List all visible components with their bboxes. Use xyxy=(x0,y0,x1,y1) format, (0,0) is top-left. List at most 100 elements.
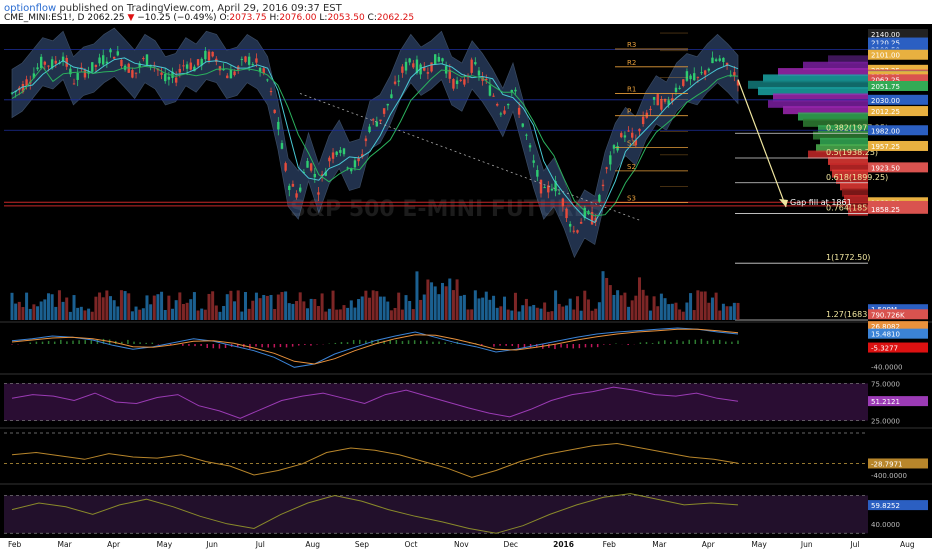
volume-bar xyxy=(389,310,393,320)
volume-bar xyxy=(87,308,91,320)
pivot-label: S3 xyxy=(627,195,636,203)
volume-bar xyxy=(678,309,682,320)
volume-bar xyxy=(404,295,408,320)
candle-body xyxy=(419,64,422,75)
author-link[interactable]: optionflow xyxy=(4,3,57,14)
volume-bar xyxy=(61,301,65,320)
volume-bar xyxy=(579,310,583,320)
volume-bar xyxy=(692,310,696,320)
volume-bar xyxy=(696,290,700,320)
candle-body xyxy=(561,198,565,207)
candle-body xyxy=(375,121,379,127)
volume-bar xyxy=(76,307,80,320)
volume-bar xyxy=(123,291,127,320)
volume-bar xyxy=(346,307,350,320)
volume-bar xyxy=(236,290,240,320)
volume-profile-bar xyxy=(840,182,868,191)
price-tag xyxy=(868,140,928,151)
candle-body xyxy=(605,167,608,169)
candle-body xyxy=(39,56,43,69)
candle-body xyxy=(112,56,116,59)
volume-bar xyxy=(327,308,331,320)
projection-arrow xyxy=(737,79,787,208)
price-tag xyxy=(868,37,928,48)
volume-bar xyxy=(229,290,233,320)
pivot-label: S1 xyxy=(627,139,636,147)
volume-profile-bar xyxy=(818,125,868,134)
volume-bar xyxy=(119,290,123,320)
volume-bar xyxy=(360,296,364,320)
volume-bar xyxy=(572,309,576,320)
volume-bar xyxy=(65,297,69,320)
candle-body xyxy=(627,130,630,132)
volume-profile-bar xyxy=(830,163,868,172)
price-tag-label: 1982.00 xyxy=(871,127,900,135)
candle-body xyxy=(441,58,444,62)
volume-bar xyxy=(233,301,237,320)
moving-average-slow xyxy=(11,65,739,217)
candle-body xyxy=(142,57,145,60)
volume-bar xyxy=(557,303,561,320)
macd-axis-label: -40.0000 xyxy=(871,363,902,371)
volume-bar xyxy=(736,302,740,320)
candle-body xyxy=(678,87,681,89)
price-tag xyxy=(868,309,928,320)
candle-body xyxy=(488,85,492,96)
candle-body xyxy=(102,55,105,65)
volume-bar xyxy=(513,292,517,320)
volume-bar xyxy=(46,293,50,320)
candle-body xyxy=(299,187,302,192)
chart-area[interactable]: S&P 500 E-MINI FUTURES R3 R2 R1 P S1 S2 S3 0.382… xyxy=(0,24,932,550)
time-axis-label: Feb xyxy=(603,540,617,549)
quote-line: CME_MINI:ES1!, D 2062.25 ▼ −10.25 (−0.49… xyxy=(4,13,414,23)
volume-bar xyxy=(495,307,499,320)
volume-bar xyxy=(637,277,641,320)
volume-profile-bar xyxy=(778,68,868,77)
candle-body xyxy=(444,66,448,74)
osc2-tag xyxy=(868,500,928,511)
volume-bar xyxy=(349,300,353,320)
volume-bar xyxy=(437,294,441,320)
candle-body xyxy=(601,184,605,187)
volume-bar xyxy=(568,298,572,320)
candle-body xyxy=(80,67,83,69)
candle-body xyxy=(408,58,411,63)
volume-bar xyxy=(397,292,401,320)
volume-bar xyxy=(488,299,492,320)
candle-body xyxy=(266,79,269,81)
candle-body xyxy=(703,70,707,75)
volume-bar xyxy=(149,304,153,320)
volume-bar xyxy=(470,309,474,320)
candle-body xyxy=(401,66,404,73)
volume-bar xyxy=(218,311,222,320)
candle-body xyxy=(481,77,484,81)
volume-bar xyxy=(156,294,160,320)
volume-bar xyxy=(36,306,40,320)
volume-bar xyxy=(335,309,339,320)
candle-body xyxy=(736,80,740,86)
volume-bar xyxy=(189,299,193,320)
candle-body xyxy=(477,70,481,76)
volume-bar xyxy=(612,294,616,320)
candle-body xyxy=(722,57,725,63)
watermark-text: S&P 500 E-MINI FUTURES xyxy=(290,197,604,222)
candle-body xyxy=(568,223,572,227)
volume-bar xyxy=(141,308,145,320)
price-tag-label: 2140.00 xyxy=(871,31,900,39)
change-down-icon: ▼ xyxy=(127,13,135,23)
candle-body xyxy=(134,72,138,74)
symbol-label[interactable]: CME_MINI:ES1!, D xyxy=(4,13,85,23)
candle-body xyxy=(167,76,171,80)
candle-body xyxy=(474,62,477,65)
candle-body xyxy=(116,51,119,56)
price-tag-label: 1858.25 xyxy=(871,206,900,214)
volume-bar xyxy=(196,310,200,320)
chart-canvas[interactable]: S&P 500 E-MINI FUTURES R3 R2 R1 P S1 S2 S3 0.382… xyxy=(0,24,932,550)
last-price: 2062.25 xyxy=(87,13,125,23)
time-axis-label: May xyxy=(157,540,173,549)
volume-profile-bar xyxy=(758,87,868,96)
price-tag-label: 2051.75 xyxy=(871,83,900,91)
volume-bar xyxy=(269,294,273,320)
candle-body xyxy=(590,212,594,225)
price-tag xyxy=(868,81,928,92)
